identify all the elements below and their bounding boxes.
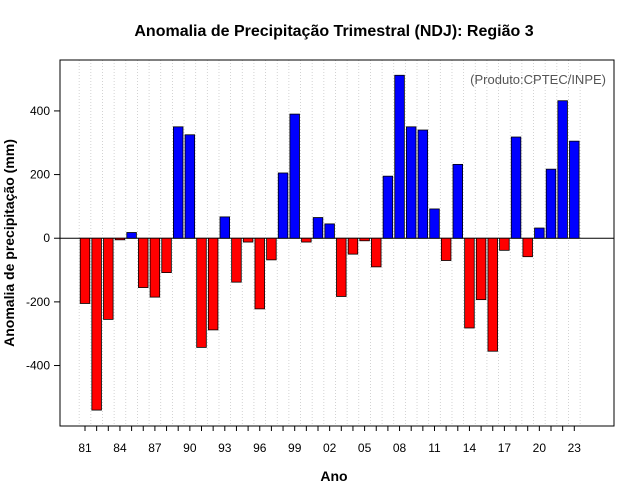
- bar-1986: [138, 237, 149, 288]
- bar-2009: [405, 126, 417, 239]
- x-tick-label: 87: [148, 441, 162, 455]
- bar-1988: [161, 237, 172, 273]
- x-tick-label: 96: [253, 441, 267, 455]
- x-tick-label: 05: [358, 441, 372, 455]
- bar-2015: [475, 237, 487, 301]
- bar-1996: [254, 237, 265, 310]
- bar-2007: [382, 175, 394, 239]
- bar-2020: [534, 227, 545, 239]
- bar-2005: [359, 237, 370, 242]
- bar-1983: [103, 237, 114, 320]
- bar-1994: [231, 237, 242, 283]
- chart-title: Anomalia de Precipitação Trimestral (NDJ…: [134, 23, 533, 40]
- bar-2023: [569, 140, 580, 239]
- bar-1997: [266, 237, 277, 261]
- bar-2021: [545, 168, 557, 239]
- bar-2004: [347, 237, 359, 255]
- x-tick-label: 11: [428, 441, 441, 455]
- x-tick-label: 93: [218, 441, 232, 455]
- y-tick-label: 200: [30, 168, 50, 182]
- bar-1989: [172, 126, 184, 239]
- bar-2008: [394, 74, 405, 239]
- bar-1992: [207, 237, 219, 331]
- y-tick-label: 0: [43, 231, 50, 245]
- bar-1999: [289, 113, 300, 239]
- bar-1985: [126, 232, 137, 239]
- x-tick-label: 17: [498, 441, 512, 455]
- x-axis-label: Ano: [320, 468, 347, 484]
- bar-2019: [522, 237, 533, 258]
- bar-1981: [79, 237, 91, 304]
- x-tick-label: 02: [323, 441, 337, 455]
- bar-1995: [242, 237, 254, 243]
- bar-1987: [149, 237, 161, 298]
- bar-2012: [440, 237, 452, 261]
- bar-2011: [429, 208, 440, 239]
- bar-2006: [371, 237, 382, 268]
- bar-1993: [219, 216, 231, 239]
- vertical-grid: [78, 60, 581, 426]
- source-annotation: (Produto:CPTEC/INPE): [470, 72, 606, 87]
- bar-2002: [324, 223, 335, 239]
- bar-1990: [184, 134, 196, 239]
- bar-1984: [114, 237, 126, 241]
- y-tick-label: 400: [30, 104, 50, 118]
- bar-2010: [417, 129, 429, 239]
- bar-2016: [487, 237, 498, 352]
- bar-2013: [452, 163, 464, 239]
- bar-1982: [91, 237, 102, 411]
- x-tick-label: 84: [113, 441, 127, 455]
- x-tick-label: 20: [533, 441, 547, 455]
- x-tick-label: 14: [463, 441, 477, 455]
- y-axis: -400 -200 0 200 400: [26, 104, 60, 373]
- x-tick-label: 08: [393, 441, 407, 455]
- plot-frame: [59, 59, 615, 427]
- y-tick-label: -400: [26, 359, 50, 373]
- y-axis-label: Anomalia de precipitação (mm): [1, 139, 17, 347]
- bar-2022: [557, 100, 568, 239]
- bar-2017: [499, 237, 510, 251]
- bar-2000: [301, 237, 312, 243]
- x-tick-label: 23: [568, 441, 582, 455]
- x-axis: 81 84 87 90 93 96 99 02 05 08 11 14 17 20 23: [78, 426, 581, 455]
- bar-2018: [510, 136, 522, 239]
- bar-1991: [196, 237, 207, 348]
- y-tick-label: -200: [26, 295, 50, 309]
- bar-2003: [336, 237, 347, 297]
- bar-1998: [277, 172, 289, 239]
- bars: [79, 74, 580, 411]
- x-tick-label: 90: [183, 441, 197, 455]
- x-tick-label: 81: [78, 441, 92, 455]
- bar-2001: [312, 217, 324, 239]
- bar-2014: [464, 237, 475, 329]
- x-tick-label: 99: [288, 441, 302, 455]
